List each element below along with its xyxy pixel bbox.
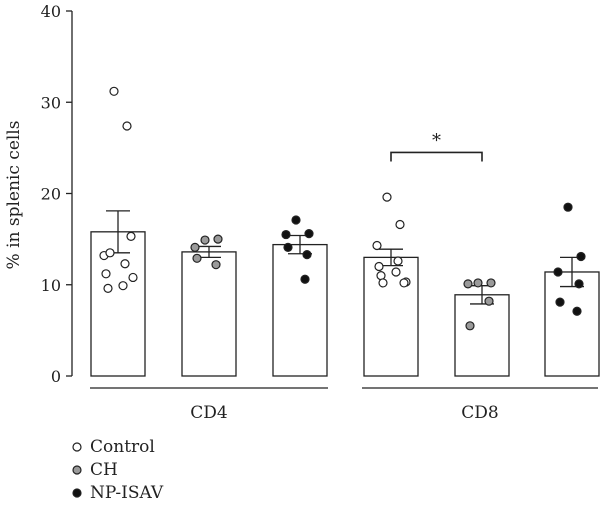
bar-cd8-np-isav	[544, 271, 600, 377]
point-cd8-np-isav-4	[555, 297, 565, 307]
significance-bracket	[390, 151, 483, 162]
point-cd4-ch-0	[200, 235, 210, 245]
group-label-cd4: CD4	[190, 403, 227, 423]
point-cd8-control-2	[372, 240, 382, 251]
point-cd4-np-isav-4	[283, 242, 293, 252]
point-cd4-control-3	[120, 259, 130, 269]
y-tick-label-10: 10	[41, 276, 61, 295]
y-tick-label-20: 20	[41, 185, 61, 204]
point-cd8-control-9	[399, 278, 409, 288]
point-cd8-ch-3	[484, 296, 494, 306]
point-cd4-control-6	[103, 283, 113, 293]
legend-marker-np-isav	[72, 488, 82, 498]
point-cd4-np-isav-5	[300, 274, 310, 284]
significance-asterisk: *	[432, 130, 441, 151]
point-cd8-np-isav-2	[553, 267, 563, 277]
point-cd4-control-0	[109, 86, 119, 96]
bar-cd4-ch	[181, 251, 237, 377]
point-cd8-ch-1	[486, 278, 496, 288]
point-cd8-np-isav-0	[563, 202, 573, 212]
point-cd4-ch-4	[192, 253, 202, 263]
point-cd4-ch-3	[211, 260, 221, 270]
point-cd4-control-7	[128, 272, 138, 283]
point-cd8-np-isav-1	[576, 251, 586, 262]
point-cd8-control-3	[393, 256, 403, 266]
point-cd4-np-isav-2	[281, 229, 291, 240]
legend: Control CH NP-ISAV	[72, 437, 164, 503]
point-cd8-control-0	[382, 192, 392, 202]
point-cd4-control-9	[126, 231, 136, 241]
legend-marker-ch	[72, 465, 82, 475]
bar-cd8-control	[363, 256, 419, 377]
y-tick-label-30: 30	[41, 93, 61, 112]
point-cd4-ch-1	[213, 234, 223, 244]
legend-marker-control	[72, 442, 82, 452]
y-axis-title: % in splenic cells	[4, 121, 24, 270]
point-cd4-np-isav-3	[302, 250, 312, 260]
legend-label-ch: CH	[90, 460, 118, 480]
point-cd4-ch-2	[190, 242, 200, 252]
point-cd8-control-4	[374, 261, 384, 272]
point-cd8-np-isav-5	[572, 306, 582, 316]
y-tick-label-40: 40	[41, 2, 61, 21]
point-cd4-control-8	[105, 248, 115, 258]
point-cd8-control-1	[395, 219, 405, 230]
point-cd8-ch-4	[465, 321, 475, 331]
bar-cd8-ch	[454, 294, 510, 377]
point-cd8-np-isav-3	[574, 279, 584, 289]
legend-label-control: Control	[90, 437, 155, 457]
point-cd8-ch-2	[463, 279, 473, 289]
point-cd4-np-isav-1	[304, 229, 314, 239]
plot-area: 0 10 20 30 40	[41, 2, 600, 389]
point-cd4-control-4	[101, 269, 111, 279]
group-label-cd8: CD8	[461, 403, 498, 423]
point-cd8-control-5	[391, 267, 401, 277]
point-cd4-control-1	[122, 121, 132, 131]
y-tick-label-0: 0	[51, 367, 61, 386]
legend-label-np-isav: NP-ISAV	[90, 483, 164, 503]
point-cd8-control-8	[378, 278, 388, 288]
point-cd8-ch-0	[473, 278, 483, 288]
point-cd4-np-isav-0	[291, 215, 301, 225]
bar-cd4-np-isav	[272, 243, 328, 377]
point-cd4-control-5	[118, 281, 128, 291]
